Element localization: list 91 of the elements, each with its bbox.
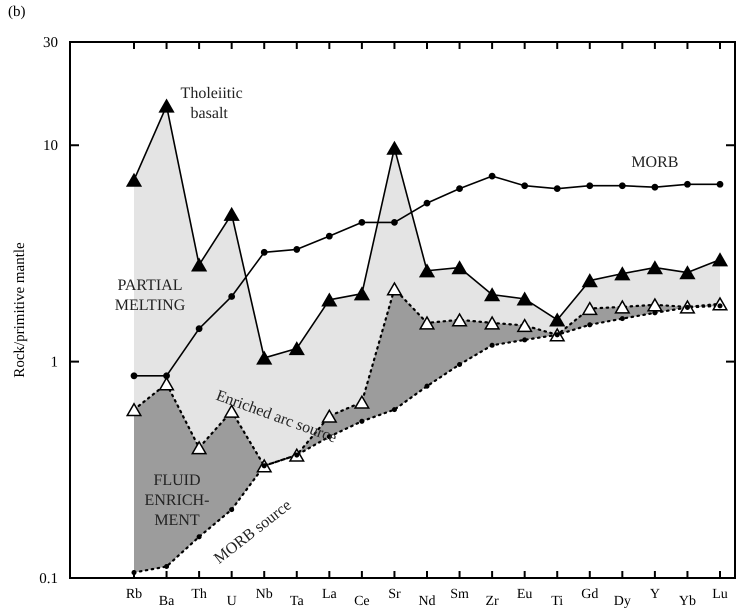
x-tick-label: Sm [450, 587, 469, 602]
point [159, 99, 174, 113]
point [550, 313, 565, 327]
point [293, 246, 300, 253]
point [456, 185, 463, 192]
point [582, 302, 598, 316]
point [716, 180, 724, 188]
point [126, 403, 142, 416]
point [354, 396, 370, 409]
point [424, 200, 430, 207]
x-tick-label: Ce [354, 594, 370, 609]
point [130, 372, 138, 380]
point [192, 258, 207, 272]
y-tick-label: 1 [50, 354, 58, 371]
point [224, 208, 240, 221]
point [587, 322, 592, 328]
point [392, 407, 397, 412]
point [484, 316, 500, 330]
point [354, 287, 370, 300]
point [424, 384, 430, 389]
point [229, 507, 234, 512]
point [522, 337, 528, 342]
y-tick-label: 10 [43, 138, 58, 154]
x-tick-label: Y [650, 587, 660, 602]
point [582, 274, 598, 288]
point [586, 182, 594, 190]
x-tick-label: Yb [678, 594, 696, 609]
point [196, 534, 202, 540]
point [680, 266, 695, 280]
point [359, 418, 364, 424]
x-tick-label: Ti [551, 594, 564, 609]
point [358, 219, 366, 226]
x-tick-label: Ba [158, 594, 176, 609]
y-tick-label: 0.1 [39, 571, 58, 587]
point [521, 182, 528, 190]
point [517, 292, 532, 306]
x-tick-label: Lu [712, 587, 728, 602]
point [614, 267, 630, 280]
chart-title: (b) [8, 4, 26, 20]
point [322, 410, 337, 423]
point [712, 253, 728, 266]
x-tick-label: Th [191, 587, 207, 602]
point [386, 142, 402, 155]
point [684, 180, 691, 188]
annotation: FLUID ENRICH- MENT [144, 472, 210, 529]
point [457, 362, 462, 368]
point [386, 282, 402, 296]
point [260, 248, 268, 256]
x-tick-label: Eu [516, 587, 532, 602]
x-tick-label: La [322, 587, 338, 602]
point [517, 318, 532, 332]
point [647, 298, 662, 312]
point [620, 316, 625, 322]
y-tick-label: 30 [43, 35, 58, 51]
x-tick-label: Sr [388, 587, 402, 602]
point [256, 351, 272, 365]
point [647, 260, 662, 274]
x-tick-label: Rb [126, 587, 142, 602]
point [196, 325, 203, 332]
series-label: Tholeiitic basalt [180, 84, 243, 122]
point [484, 288, 500, 302]
point [452, 313, 468, 327]
point [159, 377, 174, 390]
point [614, 300, 630, 314]
x-tick-label: Nd [418, 594, 436, 609]
point [164, 564, 170, 570]
point [391, 219, 398, 226]
y-axis-title: Rock/primitive mantle [12, 242, 28, 378]
x-tick-label: U [226, 594, 237, 609]
point [452, 260, 468, 274]
point [228, 293, 236, 300]
point [326, 232, 333, 240]
point [163, 372, 170, 380]
point [490, 342, 495, 348]
point [192, 441, 207, 454]
x-tick-label: Nb [256, 587, 273, 602]
x-tick-label: Zr [486, 594, 500, 609]
x-tick-label: Ta [290, 594, 304, 609]
annotation: PARTIAL MELTING [114, 277, 186, 314]
point [126, 174, 142, 187]
point [651, 184, 658, 191]
series-label: MORB [631, 154, 678, 172]
point [554, 185, 561, 192]
x-tick-label: Dy [614, 594, 631, 609]
point [488, 172, 496, 180]
point [322, 293, 337, 307]
point [289, 342, 304, 356]
point [419, 316, 435, 330]
point [618, 182, 626, 190]
point [419, 264, 435, 278]
x-tick-label: Gd [581, 587, 598, 602]
